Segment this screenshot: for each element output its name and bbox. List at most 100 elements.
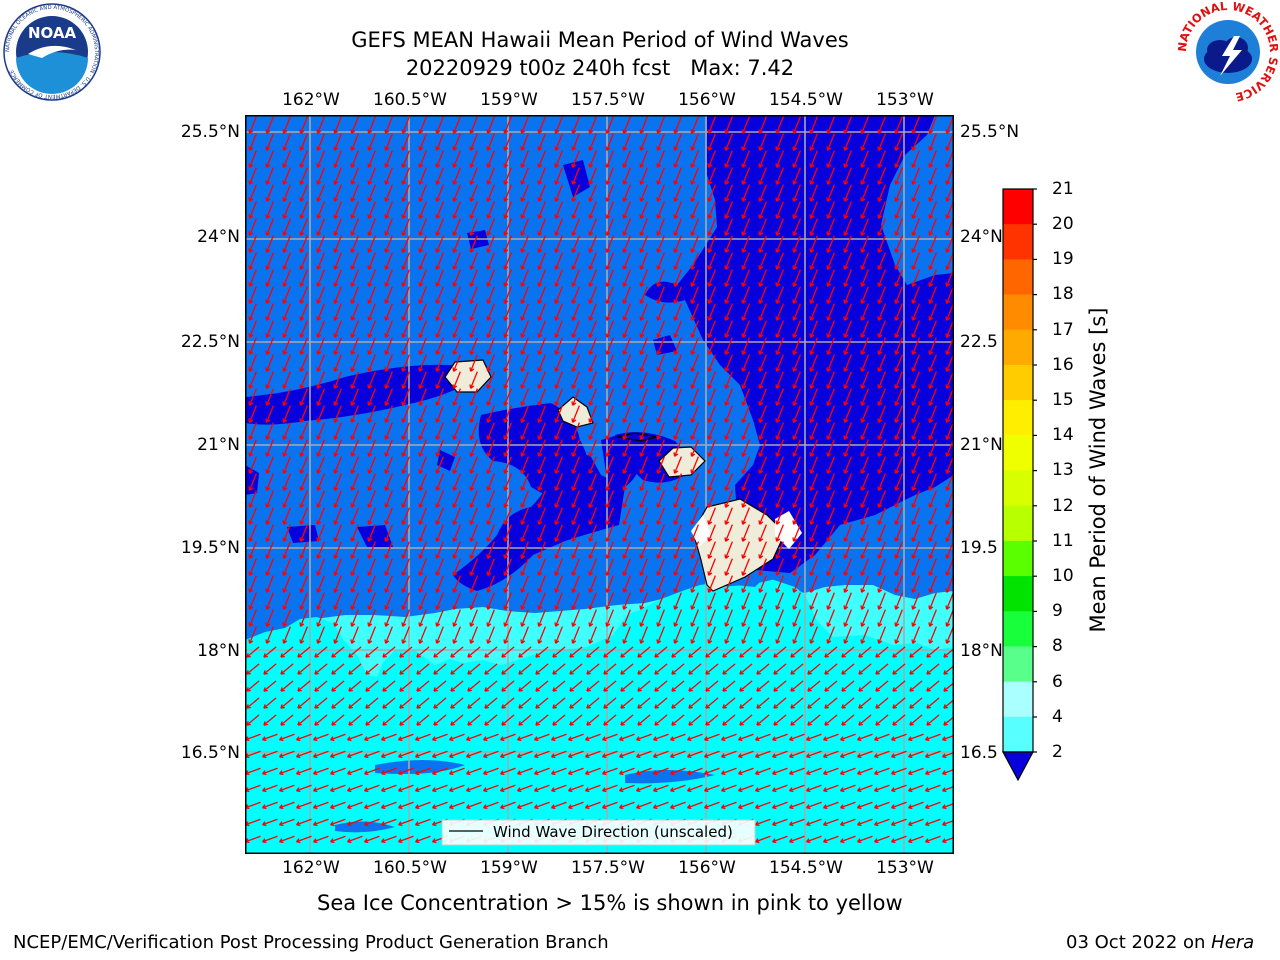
wind-wave-arrow xyxy=(350,235,359,253)
wind-wave-arrow xyxy=(333,303,342,321)
wind-wave-arrow xyxy=(452,541,461,559)
wind-wave-arrow xyxy=(537,218,546,236)
wind-wave-arrow xyxy=(911,116,920,134)
wind-wave-arrow xyxy=(841,663,855,675)
wind-wave-arrow xyxy=(588,558,597,576)
wind-wave-arrow xyxy=(877,473,886,491)
wind-wave-arrow xyxy=(367,252,376,270)
wind-wave-arrow xyxy=(892,646,906,658)
wind-wave-arrow xyxy=(450,646,464,658)
wind-wave-arrow xyxy=(537,235,546,253)
wind-wave-arrow xyxy=(367,116,376,134)
wind-wave-arrow xyxy=(622,473,631,491)
wind-wave-arrow xyxy=(809,592,818,610)
wind-wave-arrow xyxy=(707,609,716,627)
lat-label-left: 22.5°N xyxy=(180,332,240,352)
wind-wave-arrow xyxy=(503,558,512,576)
wind-wave-arrow xyxy=(554,422,563,440)
wind-wave-arrow xyxy=(467,663,481,675)
wind-wave-arrow xyxy=(554,201,563,219)
wind-wave-arrow xyxy=(435,456,444,474)
wind-wave-arrow xyxy=(911,320,920,338)
wind-wave-arrow xyxy=(418,252,427,270)
wind-wave-arrow xyxy=(367,541,376,559)
wind-wave-arrow xyxy=(435,320,444,338)
wind-wave-arrow xyxy=(418,201,427,219)
wind-wave-arrow xyxy=(758,439,767,457)
wind-wave-arrow xyxy=(367,507,376,525)
wind-wave-arrow xyxy=(928,456,937,474)
wind-wave-arrow xyxy=(537,116,546,134)
wind-wave-arrow xyxy=(656,575,665,593)
lat-label-right: 24°N xyxy=(960,227,1003,247)
wind-wave-arrow xyxy=(316,184,325,202)
wind-wave-arrow xyxy=(282,524,291,542)
wind-wave-arrow xyxy=(741,575,750,593)
wind-wave-arrow xyxy=(295,784,312,793)
wind-wave-arrow xyxy=(554,524,563,542)
wind-wave-arrow xyxy=(418,218,427,236)
wind-wave-arrow xyxy=(622,337,631,355)
wind-wave-arrow xyxy=(503,235,512,253)
wind-wave-arrow xyxy=(860,507,869,525)
wind-wave-arrow xyxy=(656,201,665,219)
wind-wave-arrow xyxy=(928,422,937,440)
wind-wave-arrow xyxy=(299,507,308,525)
wind-wave-arrow xyxy=(928,235,937,253)
wind-wave-arrow xyxy=(554,490,563,508)
wind-wave-arrow xyxy=(295,835,312,844)
wind-wave-arrow xyxy=(673,388,682,406)
wind-wave-arrow xyxy=(435,201,444,219)
wind-wave-arrow xyxy=(282,133,291,151)
wind-wave-arrow xyxy=(316,218,325,236)
wind-wave-arrow xyxy=(758,507,767,525)
wind-wave-arrow xyxy=(856,818,873,827)
wind-wave-arrow xyxy=(926,646,940,658)
wind-wave-arrow xyxy=(945,303,954,321)
wind-wave-arrow xyxy=(316,626,325,644)
wind-wave-arrow xyxy=(656,320,665,338)
wind-wave-arrow xyxy=(333,507,342,525)
wind-wave-arrow xyxy=(807,663,821,675)
wind-wave-arrow xyxy=(486,388,495,406)
wind-wave-arrow xyxy=(348,646,362,658)
wind-wave-arrow xyxy=(537,473,546,491)
wind-wave-arrow xyxy=(346,767,363,776)
wind-wave-arrow xyxy=(503,609,512,627)
wind-wave-arrow xyxy=(790,697,804,709)
wind-wave-arrow xyxy=(924,818,941,827)
wind-wave-arrow xyxy=(690,354,699,372)
wind-wave-arrow xyxy=(860,371,869,389)
wind-wave-arrow xyxy=(331,697,345,709)
wind-wave-arrow xyxy=(622,184,631,202)
wind-wave-arrow xyxy=(367,405,376,423)
wind-wave-arrow xyxy=(924,835,941,844)
wind-wave-arrow xyxy=(758,388,767,406)
wind-wave-arrow xyxy=(401,371,410,389)
wind-wave-arrow xyxy=(775,235,784,253)
wind-wave-arrow xyxy=(350,354,359,372)
wind-wave-arrow xyxy=(843,558,852,576)
wind-wave-arrow xyxy=(501,680,515,692)
wind-wave-arrow xyxy=(282,218,291,236)
wind-wave-arrow xyxy=(894,133,903,151)
wind-wave-arrow xyxy=(469,167,478,185)
wind-wave-arrow xyxy=(911,524,920,542)
wind-wave-arrow xyxy=(537,507,546,525)
wind-wave-arrow xyxy=(299,269,308,287)
wind-wave-arrow xyxy=(673,456,682,474)
wind-wave-arrow xyxy=(690,609,699,627)
wind-wave-arrow xyxy=(486,201,495,219)
wind-wave-arrow xyxy=(928,541,937,559)
wind-wave-arrow xyxy=(469,303,478,321)
wind-wave-arrow xyxy=(911,354,920,372)
wind-wave-arrow xyxy=(639,456,648,474)
wind-wave-arrow xyxy=(758,422,767,440)
wind-wave-arrow xyxy=(501,646,515,658)
wind-wave-arrow xyxy=(329,733,346,742)
wind-wave-arrow xyxy=(741,473,750,491)
wind-wave-arrow xyxy=(435,558,444,576)
wind-wave-arrow xyxy=(518,646,532,658)
colorbar-tick: 15 xyxy=(1052,390,1074,410)
wind-wave-arrow xyxy=(552,680,566,692)
